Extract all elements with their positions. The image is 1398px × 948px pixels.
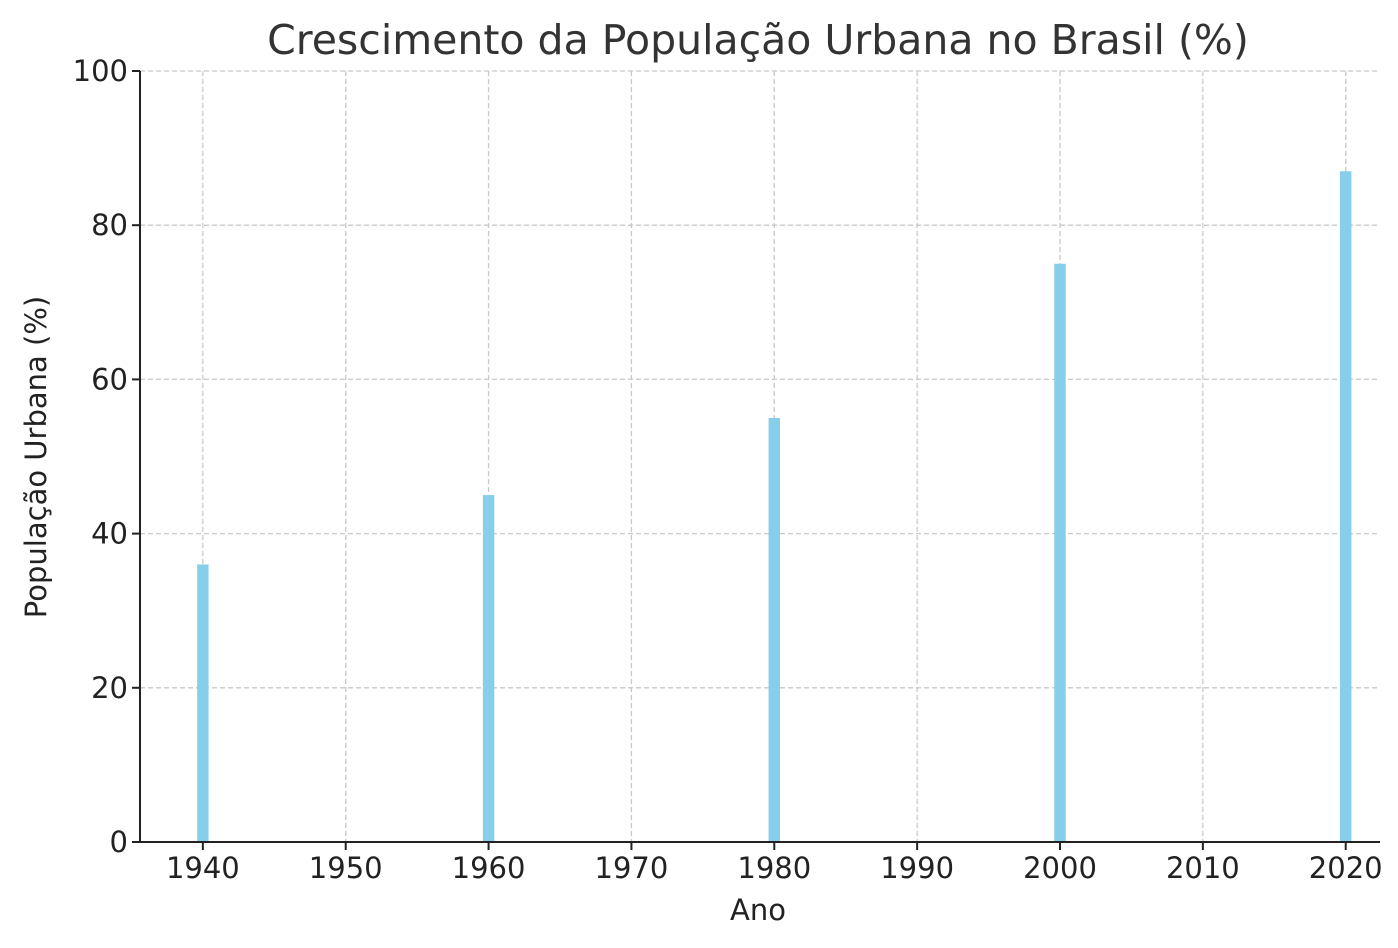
y-tick-label: 0 [110,825,128,859]
bar-2000 [1054,263,1066,842]
bar-2020 [1340,171,1352,843]
y-tick-label: 60 [91,362,128,396]
x-tick-label: 1970 [595,851,669,885]
y-tick-label: 20 [91,671,128,705]
grid-lines [140,70,1380,842]
x-tick-label: 1980 [737,851,811,885]
x-tick-label: 2020 [1309,851,1383,885]
chart-title: Crescimento da População Urbana no Brasi… [267,16,1249,64]
bar-1940 [197,564,209,842]
x-tick-label: 1950 [309,851,383,885]
y-axis-label: População Urbana (%) [19,296,53,618]
bar-1960 [482,495,495,842]
tick-labels: 0 20 40 60 80 100 1940 1950 1960 1970 1980 1990 2000… [73,54,1383,885]
x-tick-label: 1990 [880,851,954,885]
y-tick-label: 80 [91,208,128,242]
x-tick-label: 1940 [166,851,240,885]
bar-1980 [768,417,780,842]
y-tick-label: 100 [73,54,128,88]
y-tick-label: 40 [91,517,128,551]
axes [139,71,1380,843]
x-axis-label: Ano [730,893,786,927]
x-tick-label: 1960 [452,851,526,885]
x-tick-label: 2010 [1166,851,1240,885]
x-tick-label: 2000 [1023,851,1097,885]
bars [197,171,1352,843]
